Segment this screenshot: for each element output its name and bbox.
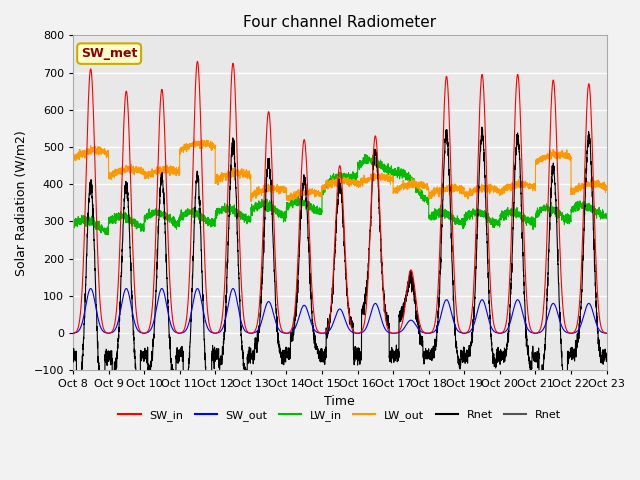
X-axis label: Time: Time [324, 395, 355, 408]
Y-axis label: Solar Radiation (W/m2): Solar Radiation (W/m2) [15, 130, 28, 276]
Title: Four channel Radiometer: Four channel Radiometer [243, 15, 436, 30]
Text: SW_met: SW_met [81, 47, 138, 60]
Legend: SW_in, SW_out, LW_in, LW_out, Rnet, Rnet: SW_in, SW_out, LW_in, LW_out, Rnet, Rnet [114, 406, 566, 425]
